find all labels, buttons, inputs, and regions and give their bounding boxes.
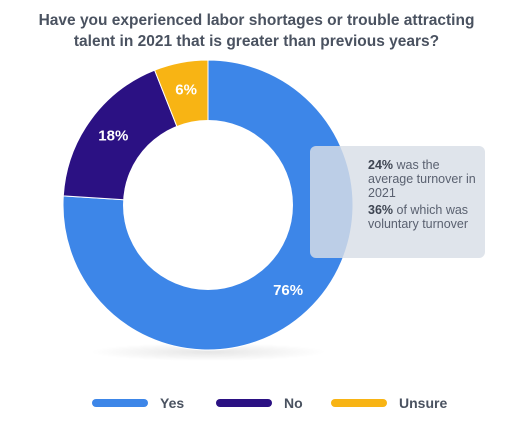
chart-title: Have you experienced labor shortages or … <box>0 10 513 52</box>
legend-label-no: No <box>284 395 303 411</box>
legend-label-yes: Yes <box>160 395 185 411</box>
turnover-callout <box>310 146 485 258</box>
callout-line-2: 36% of which was voluntary turnover <box>368 203 480 231</box>
slice-label-no: 18% <box>98 128 128 145</box>
legend-swatch-yes <box>92 399 148 407</box>
callout-text-2: of which was voluntary turnover <box>368 203 469 231</box>
chart-legend: Yes No Unsure <box>0 393 513 413</box>
donut-hole <box>123 120 293 290</box>
turnover-callout-text: 24% was the average turnover in 2021 36%… <box>368 158 480 234</box>
slice-label-yes: 76% <box>273 282 303 299</box>
legend-item-unsure: Unsure <box>331 393 447 413</box>
chart-title-line-1: Have you experienced labor shortages or … <box>38 12 475 29</box>
legend-label-unsure: Unsure <box>399 395 448 411</box>
callout-text-1: was the average turnover in 2021 <box>368 158 476 200</box>
legend-item-no: No <box>216 393 303 413</box>
callout-line-1: 24% was the average turnover in 2021 <box>368 158 480 200</box>
legend-item-yes: Yes <box>92 393 184 413</box>
callout-stat-2: 36% <box>368 203 394 217</box>
slice-labels: 76% 18% 6% <box>98 82 303 299</box>
callout-stat-1: 24% <box>368 158 394 172</box>
slice-label-unsure: 6% <box>175 82 197 99</box>
chart-title-line-2: talent in 2021 that is greater than prev… <box>73 33 440 50</box>
legend-swatch-no <box>216 399 272 407</box>
chart-shadow <box>90 343 326 361</box>
legend-swatch-unsure <box>331 399 387 407</box>
